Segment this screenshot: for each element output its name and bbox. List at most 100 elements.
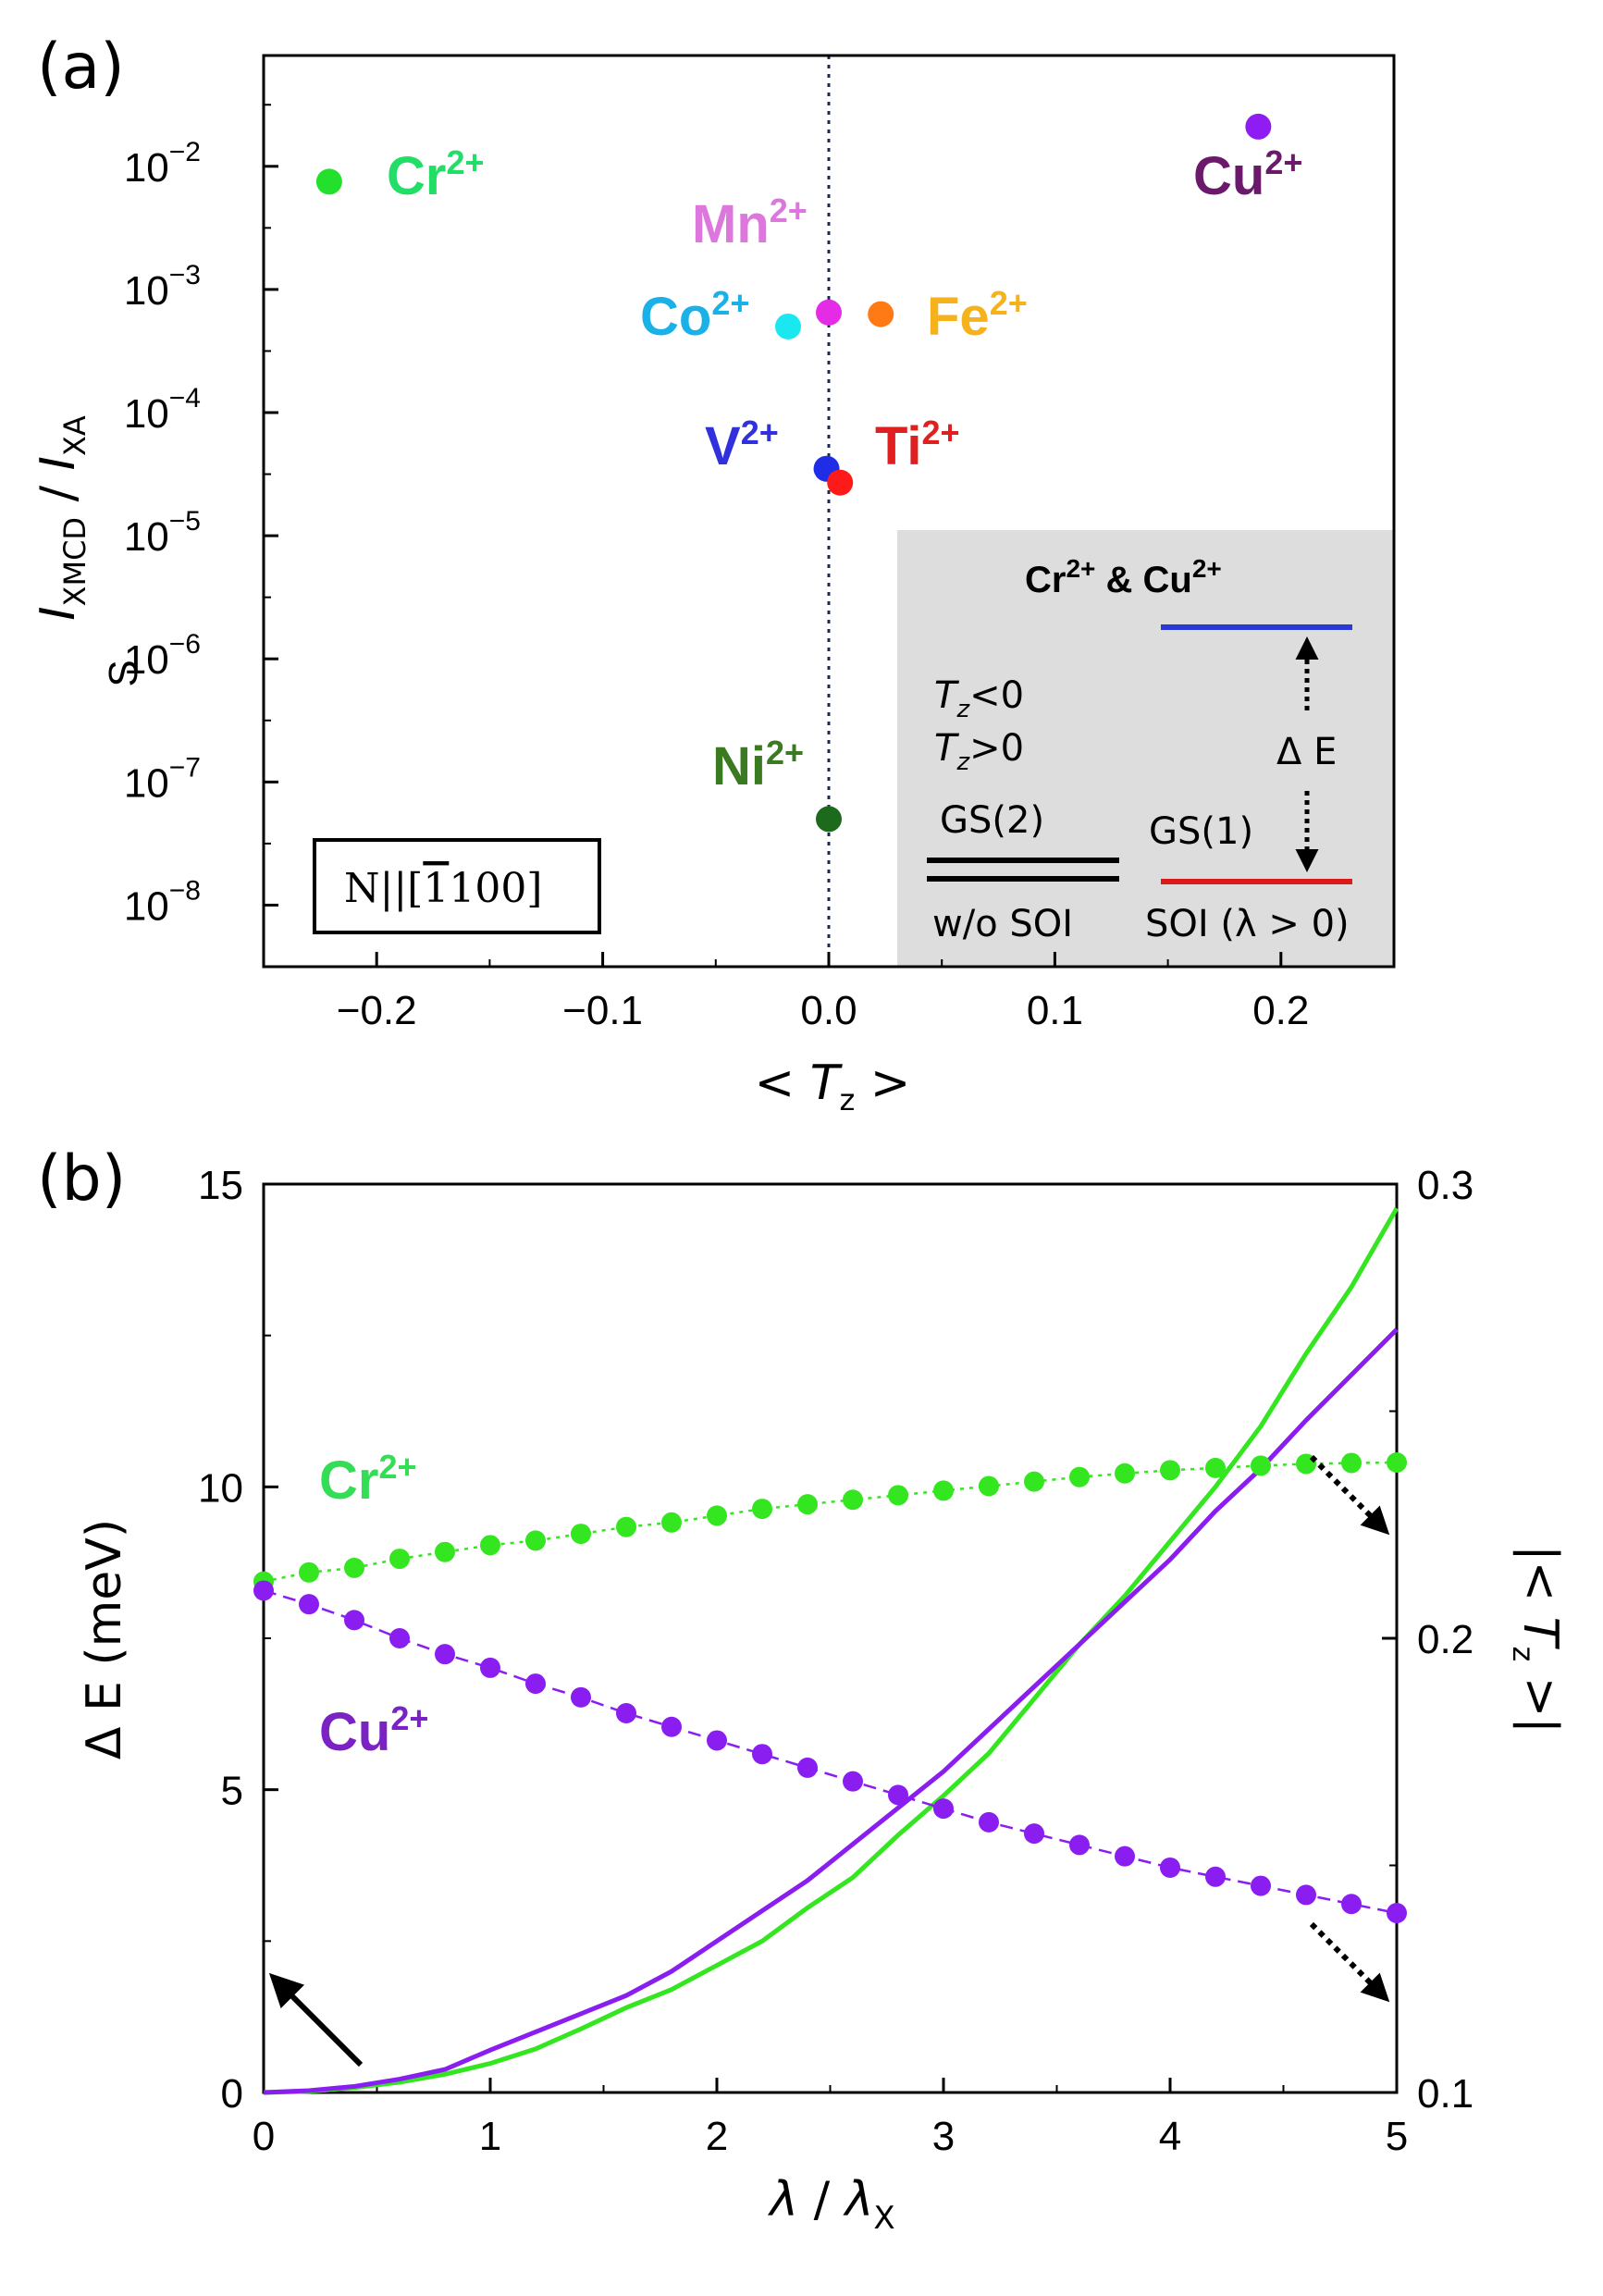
- y-left-tick-label: 10: [198, 1465, 243, 1511]
- y-left-tick-label: 0: [221, 2071, 243, 2117]
- series-cu-left-line: [263, 1327, 1399, 2095]
- marker-cr: [1205, 1457, 1226, 1478]
- marker-cr: [888, 1485, 908, 1506]
- marker-cr: [1251, 1455, 1271, 1476]
- marker-cr: [1341, 1452, 1362, 1474]
- left-axis-arrow: [268, 1972, 364, 2068]
- inset-gs2: GS(2): [940, 799, 1044, 842]
- inset: Cr2+ & Cu2+ Δ E Tz<0 Tz>0 GS(2) GS(1) w/…: [927, 554, 1352, 945]
- marker-cu: [707, 1730, 727, 1751]
- x-tick-label: 4: [1159, 2114, 1181, 2159]
- panel-b-y-right-label: |< Tz >|: [1506, 1545, 1568, 1734]
- y-tick-label: 10−4: [124, 383, 201, 437]
- point-ni: [816, 806, 842, 833]
- marker-cu: [1205, 1866, 1226, 1887]
- marker-cu: [661, 1716, 682, 1737]
- marker-cu: [525, 1673, 546, 1695]
- panel-a-y-label: IXMCD / IXA: [31, 415, 92, 621]
- marker-cu: [616, 1703, 636, 1724]
- panel-a-tag: (a): [37, 31, 125, 104]
- inset-soi: SOI (λ > 0): [1145, 903, 1350, 945]
- inset-title: Cr2+ & Cu2+: [1025, 554, 1222, 600]
- point-fe: [868, 301, 894, 327]
- marker-cr: [525, 1530, 546, 1551]
- marker-cr: [661, 1512, 682, 1533]
- y-tick-label: 10−2: [124, 137, 201, 191]
- y-tick-label: 10−5: [124, 506, 201, 560]
- panel-b: (b) 0 1 2 3 4 5 0 5 10 15 0.1 0.2 0.3 Cr2+ Cu2+ λ …: [37, 1142, 1568, 2237]
- ion-label-ni: Ni2+: [712, 734, 804, 796]
- marker-cr: [571, 1524, 591, 1545]
- y-right-tick-label: 0.3: [1417, 1163, 1474, 1208]
- orientation-label: N||[1100]: [344, 865, 542, 912]
- marker-cu: [435, 1644, 455, 1665]
- ion-label-ti: Ti2+: [875, 414, 960, 476]
- panel-a: (a) −0.2 −0.1 0.0 0.1 0.2 10−2 10−3 10−4 10−5 10…: [31, 31, 1396, 1117]
- marker-cu: [1341, 1894, 1362, 1915]
- inset-wo-soi: w/o SOI: [932, 903, 1073, 945]
- panel-b-y-left-label: Δ E (meV): [77, 1519, 132, 1759]
- y-tick-label: 10−3: [124, 260, 201, 314]
- marker-cu: [299, 1594, 319, 1615]
- panel-b-plot-frame: [262, 1182, 1399, 2094]
- series-cr-right-line: [263, 1461, 1398, 1583]
- panel-a-y-label-subscript: S: [101, 660, 146, 686]
- point-cr: [315, 168, 342, 195]
- x-tick-label: −0.1: [562, 988, 643, 1033]
- panel-a-y-ticks: 10−210−310−410−510−610−710−8: [124, 104, 278, 968]
- x-tick-label: 0: [253, 2114, 275, 2159]
- marker-cr: [435, 1541, 455, 1562]
- marker-cu: [752, 1744, 772, 1765]
- inset-delta-e: Δ E: [1276, 731, 1337, 773]
- x-tick-label: 0.2: [1252, 988, 1309, 1033]
- marker-cr: [616, 1516, 636, 1537]
- panel-b-series: [253, 1206, 1407, 2095]
- point-co: [775, 313, 802, 339]
- marker-cr: [1160, 1460, 1180, 1481]
- point-cu: [1245, 113, 1272, 140]
- panel-b-y-right-ticks: 0.1 0.2 0.3: [1382, 1163, 1474, 2117]
- series-cr-left-line: [263, 1206, 1400, 2095]
- marker-cr: [797, 1494, 818, 1515]
- inset-tz-positive: Tz>0: [934, 727, 1024, 776]
- ion-label-v: V2+: [705, 414, 779, 476]
- panel-a-x-label: < Tz >: [755, 1055, 911, 1117]
- marker-cu: [979, 1811, 999, 1833]
- marker-cu: [1115, 1845, 1135, 1867]
- x-tick-label: 0.0: [800, 988, 857, 1033]
- marker-cu: [843, 1771, 863, 1792]
- marker-cu: [389, 1628, 410, 1648]
- ion-label-mn: Mn2+: [692, 191, 808, 254]
- orientation-box-frame: [313, 838, 601, 934]
- panel-a-x-ticks: −0.2 −0.1 0.0 0.1 0.2: [263, 952, 1395, 1033]
- inset-tz-negative: Tz<0: [934, 674, 1024, 723]
- marker-cu: [480, 1657, 500, 1678]
- marker-cr: [1115, 1463, 1135, 1484]
- marker-cu: [1024, 1823, 1044, 1845]
- marker-cu: [571, 1686, 591, 1708]
- x-tick-label: 5: [1386, 2114, 1408, 2159]
- y-left-tick-label: 5: [221, 1769, 243, 1814]
- x-tick-label: 2: [706, 2114, 728, 2159]
- series-label-cu: Cu2+: [319, 1699, 428, 1762]
- x-tick-label: −0.2: [337, 988, 417, 1033]
- panel-a-points: [315, 113, 1272, 833]
- ion-labels: Cr2+ Cu2+ Mn2+ Co2+ Fe2+ V2+ Ti2+ Ni2+: [387, 143, 1302, 796]
- marker-cr: [389, 1549, 410, 1570]
- marker-cr: [1024, 1471, 1044, 1492]
- y-right-tick-label: 0.1: [1417, 2071, 1474, 2117]
- inset-background: [897, 530, 1394, 967]
- panel-b-tag: (b): [37, 1142, 126, 1216]
- marker-cu: [253, 1580, 274, 1601]
- orientation-box: N||[1100]: [313, 838, 601, 934]
- x-tick-label: 0.1: [1027, 988, 1083, 1033]
- marker-cu: [344, 1610, 364, 1631]
- y-tick-label: 10−8: [124, 875, 201, 929]
- marker-cr: [480, 1535, 500, 1556]
- x-tick-label: 3: [932, 2114, 955, 2159]
- series-label-cr: Cr2+: [319, 1448, 417, 1511]
- marker-cr: [979, 1475, 999, 1497]
- ion-label-cu: Cu2+: [1193, 143, 1302, 206]
- marker-cu: [1160, 1857, 1180, 1878]
